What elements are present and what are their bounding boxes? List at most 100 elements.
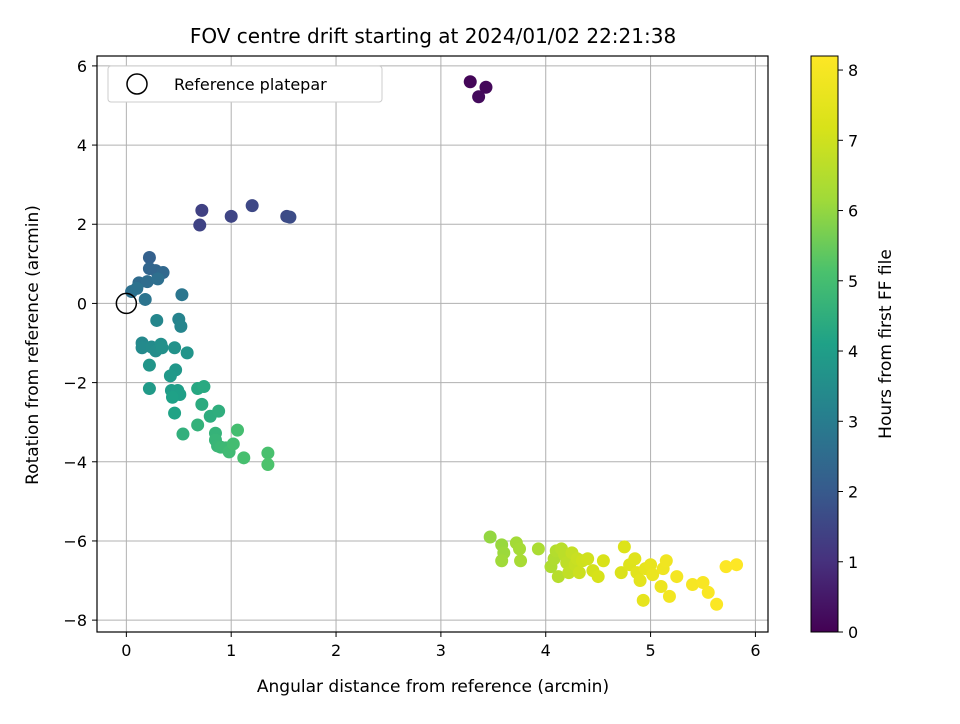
colorbar-tick-label: 6: [848, 202, 858, 221]
y-tick-label: 6: [77, 57, 87, 76]
scatter-point: [696, 576, 710, 590]
y-tick-label: −8: [63, 611, 87, 630]
colorbar-tick-label: 1: [848, 553, 858, 572]
plot-axes: [96, 55, 769, 633]
scatter-point: [670, 570, 684, 584]
scatter-point: [150, 313, 164, 327]
scatter-point: [513, 542, 527, 556]
x-axis-ticks: 0 1 2 3 4 5 6: [121, 632, 761, 660]
scatter-point: [644, 558, 658, 572]
scatter-point: [551, 570, 565, 584]
scatter-point: [174, 319, 188, 333]
scatter-point: [636, 593, 650, 607]
scatter-point: [479, 80, 493, 94]
scatter-point: [531, 542, 545, 556]
y-tick-label: −2: [63, 374, 87, 393]
legend-box: [107, 65, 383, 103]
x-tick-label: 3: [436, 641, 446, 660]
scatter-point: [628, 552, 642, 566]
colorbar-tick-label: 7: [848, 131, 858, 150]
scatter-point: [646, 568, 660, 582]
legend: Reference platepar: [107, 65, 383, 103]
scatter-point: [230, 423, 244, 437]
scatter-point: [719, 560, 733, 574]
scatter-point: [472, 90, 486, 104]
colorbar-label: Hours from first FF file: [876, 249, 896, 439]
x-tick-label: 2: [331, 641, 341, 660]
scatter-point: [138, 292, 152, 306]
scatter-point: [581, 552, 595, 566]
scatter-point: [591, 570, 605, 584]
scatter-point: [195, 203, 209, 217]
scatter-point: [261, 446, 275, 460]
scatter-point: [212, 404, 226, 418]
x-tick-label: 5: [645, 641, 655, 660]
scatter-point: [197, 380, 211, 394]
scatter-point: [168, 406, 182, 420]
scatter-point: [163, 369, 177, 383]
scatter-point: [193, 218, 207, 232]
reference-point-marker: [115, 292, 138, 315]
data-points: [115, 75, 744, 611]
scatter-point: [686, 577, 700, 591]
scatter-point: [176, 427, 190, 441]
scatter-point: [155, 341, 169, 355]
scatter-point: [514, 554, 528, 568]
scatter-point: [130, 281, 144, 295]
scatter-point: [151, 272, 165, 286]
colorbar-tick-label: 3: [848, 412, 858, 431]
scatter-point: [237, 451, 251, 465]
scatter-point: [596, 554, 610, 568]
scatter-point: [495, 554, 509, 568]
scatter-point: [195, 397, 209, 411]
legend-label-reference: Reference platepar: [174, 75, 327, 94]
chart-title: FOV centre drift starting at 2024/01/02 …: [190, 24, 676, 48]
scatter-point: [659, 554, 673, 568]
scatter-point: [654, 579, 668, 593]
scatter-point: [135, 341, 149, 355]
scatter-point: [283, 210, 297, 224]
scatter-point: [463, 75, 477, 89]
y-axis-ticks: −8 −6 −4 −2 0 2 4 6: [63, 57, 97, 630]
colorbar-gradient: [810, 55, 839, 633]
scatter-point: [180, 346, 194, 360]
scatter-point: [224, 209, 238, 223]
colorbar-tick-label: 5: [848, 272, 858, 291]
y-tick-label: −4: [63, 453, 87, 472]
y-tick-label: 4: [77, 136, 87, 155]
x-axis-label: Angular distance from reference (arcmin): [257, 677, 609, 697]
y-tick-label: −6: [63, 532, 87, 551]
scatter-point: [165, 390, 179, 404]
y-tick-label: 0: [77, 294, 87, 313]
scatter-point: [617, 540, 631, 554]
grid-lines: [97, 56, 768, 632]
x-tick-label: 1: [226, 641, 236, 660]
scatter-point: [142, 382, 156, 396]
scatter-point: [191, 418, 205, 432]
y-axis-label: Rotation from reference (arcmin): [23, 205, 43, 485]
scatter-point: [175, 288, 189, 302]
scatter-point: [662, 589, 676, 603]
scatter-point: [245, 199, 259, 213]
scatter-point: [168, 341, 182, 355]
colorbar-tick-label: 4: [848, 342, 858, 361]
scatter-point: [614, 566, 628, 580]
x-tick-label: 6: [750, 641, 760, 660]
scatter-point: [261, 458, 275, 472]
scatter-point: [701, 585, 715, 599]
scatter-point: [730, 558, 744, 572]
scatter-point: [710, 597, 724, 611]
scatter-point: [140, 275, 154, 289]
scatter-point: [142, 358, 156, 372]
scatter-point: [633, 574, 647, 588]
scatter-point: [483, 530, 497, 544]
colorbar-tick-label: 0: [848, 623, 858, 642]
colorbar: 0 1 2 3 4 5 6 7 8 Hours from first FF file: [810, 55, 896, 642]
scatter-point: [572, 566, 586, 580]
colorbar-ticks: 0 1 2 3 4 5 6 7 8: [838, 61, 858, 642]
plot-frame: [96, 55, 769, 633]
colorbar-tick-label: 2: [848, 483, 858, 502]
x-tick-label: 4: [541, 641, 551, 660]
scatter-point: [142, 251, 156, 265]
